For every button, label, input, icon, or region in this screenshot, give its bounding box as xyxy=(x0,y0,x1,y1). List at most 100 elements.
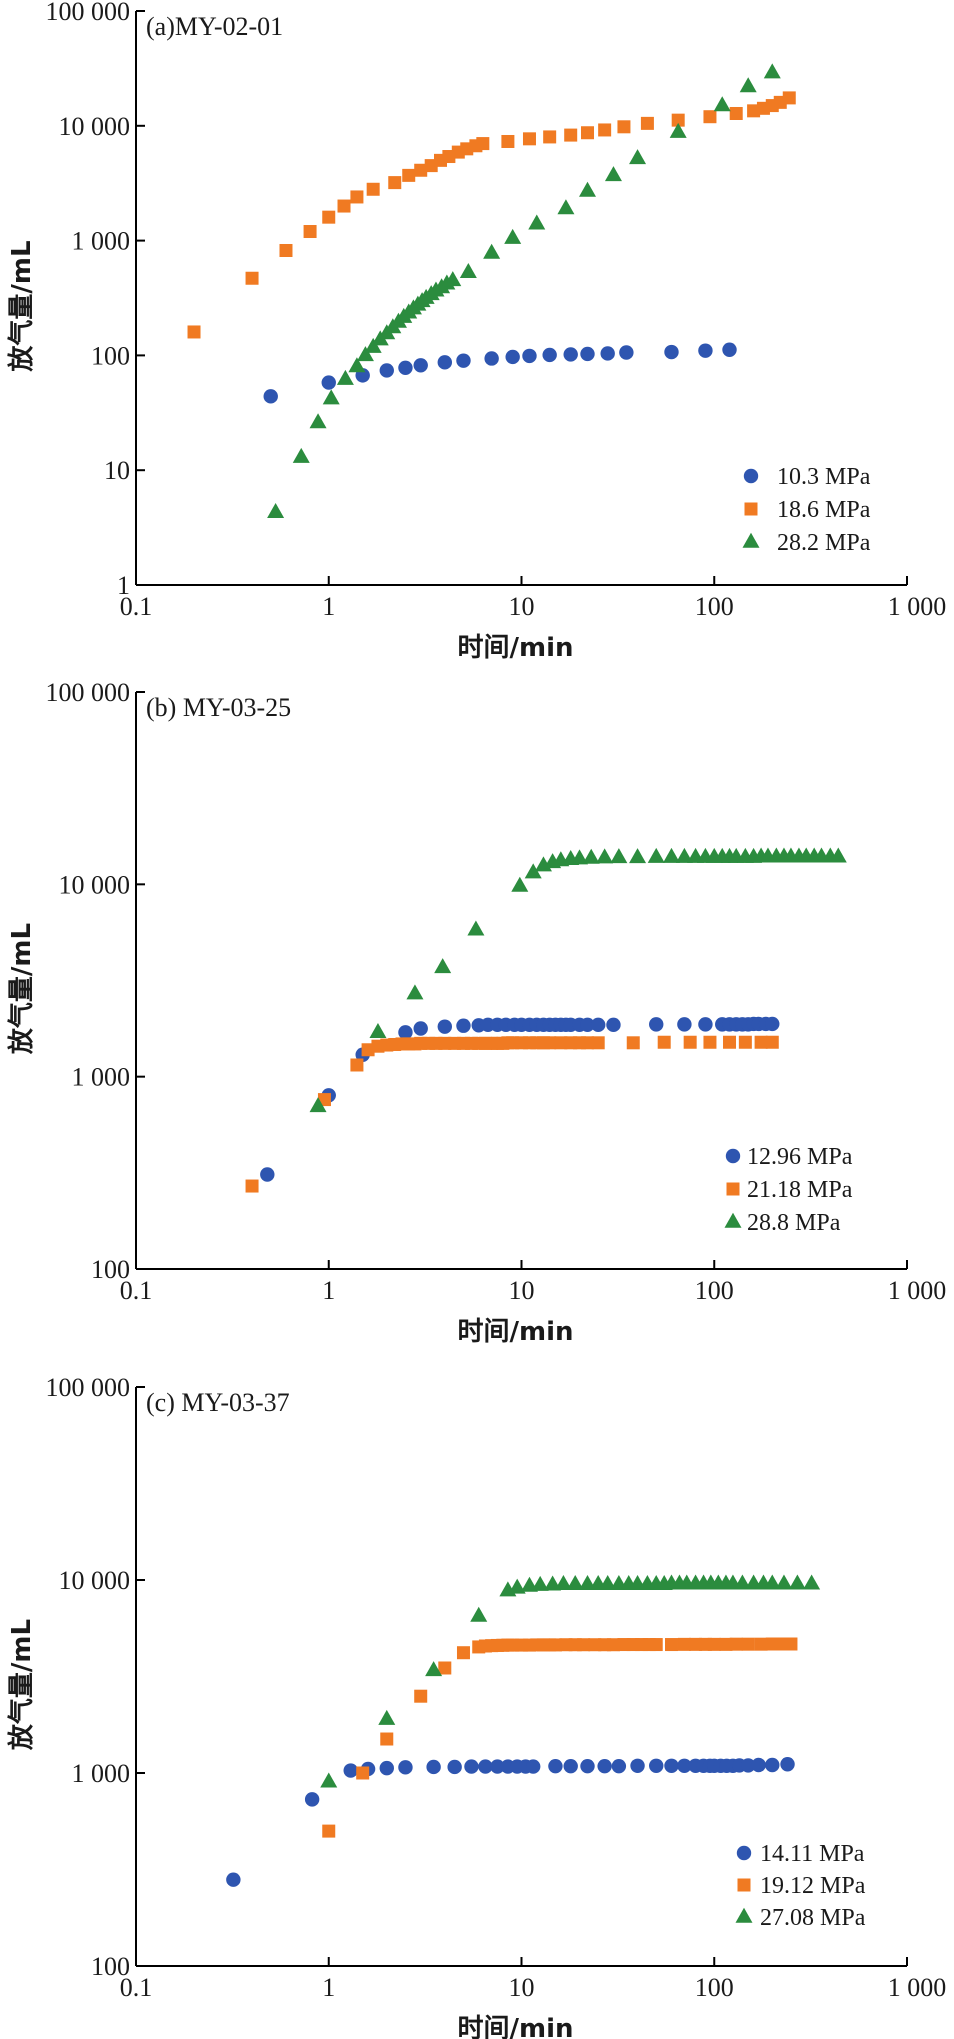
x-tick-label: 1 000 xyxy=(888,1276,947,1305)
circle-point xyxy=(478,1759,493,1774)
circle-point xyxy=(600,346,615,361)
triangle-point xyxy=(763,63,781,79)
circle-point xyxy=(563,1758,578,1774)
triangle-point xyxy=(470,1606,488,1622)
circle-point xyxy=(456,353,471,368)
square-point xyxy=(640,116,654,130)
legend: 10.3 MPa 18.6 MPa 28.2 MPa xyxy=(742,464,871,556)
circle-point xyxy=(591,1017,606,1033)
circle-point xyxy=(263,389,278,404)
circle-point xyxy=(398,1760,413,1775)
circle-point xyxy=(304,1792,320,1807)
y-tick-label: 100 000 xyxy=(46,1373,131,1402)
square-point xyxy=(664,1638,678,1652)
square-point xyxy=(543,130,557,144)
triangle-point xyxy=(528,214,546,230)
circle-point xyxy=(456,1018,471,1033)
circle-point xyxy=(649,1758,664,1773)
y-tick-label: 1 000 xyxy=(72,1063,131,1092)
series-square xyxy=(245,1035,779,1193)
legend-label: 28.2 MPa xyxy=(777,530,871,556)
circle-point xyxy=(580,346,595,362)
circle-point xyxy=(722,342,737,357)
triangle-point xyxy=(483,243,501,259)
square-point xyxy=(729,106,743,120)
legend-triangle-icon xyxy=(735,1907,753,1923)
circle-point xyxy=(630,1758,645,1773)
square-point xyxy=(784,1637,798,1651)
square-point xyxy=(356,1766,370,1780)
legend: 12.96 MPa 21.18 MPa 28.8 MPa xyxy=(724,1144,853,1236)
y-tick-label: 100 xyxy=(91,341,130,370)
square-point xyxy=(754,1637,768,1651)
square-point xyxy=(366,182,380,196)
square-point xyxy=(322,1824,336,1838)
square-point xyxy=(322,210,336,224)
legend-label: 27.08 MPa xyxy=(760,1905,866,1931)
circle-point xyxy=(398,360,413,375)
circle-point xyxy=(740,1758,756,1773)
square-point xyxy=(303,225,317,239)
triangle-point xyxy=(511,876,529,892)
square-point xyxy=(337,199,351,213)
legend: 14.11 MPa 19.12 MPa 27.08 MPa xyxy=(735,1841,866,1931)
legend-triangle-icon xyxy=(724,1212,742,1228)
circle-point xyxy=(698,343,713,358)
square-point xyxy=(671,113,685,127)
circle-point xyxy=(437,355,452,370)
circle-point xyxy=(437,1019,452,1034)
square-point xyxy=(522,132,536,146)
circle-point xyxy=(765,1757,780,1773)
square-point xyxy=(765,1035,779,1049)
series-triangle xyxy=(320,1574,821,1788)
square-point xyxy=(402,168,416,182)
triangle-point xyxy=(554,1574,572,1590)
y-tick-label: 1 000 xyxy=(72,1759,131,1788)
x-tick-label: 100 xyxy=(695,1973,734,2002)
circle-point xyxy=(649,1017,664,1032)
triangle-point xyxy=(459,262,477,278)
triangle-point xyxy=(604,166,622,182)
circle-point xyxy=(619,345,634,360)
square-point xyxy=(414,163,428,177)
triangle-point xyxy=(647,847,665,863)
square-point xyxy=(438,1661,452,1675)
circle-point xyxy=(751,1757,766,1773)
triangle-point xyxy=(378,1709,396,1725)
circle-point xyxy=(548,1758,563,1774)
circle-point xyxy=(413,358,428,373)
triangle-point xyxy=(566,1574,584,1590)
square-point xyxy=(548,1638,562,1652)
y-tick-label: 1 000 xyxy=(72,227,131,256)
y-tick-label: 100 xyxy=(91,1952,130,1981)
triangle-point xyxy=(629,149,647,165)
square-point xyxy=(626,1036,640,1050)
circle-point xyxy=(464,1759,479,1774)
series-circle xyxy=(226,1757,795,1887)
circle-point xyxy=(321,375,336,390)
triangle-point xyxy=(508,1578,526,1594)
square-point xyxy=(677,1637,691,1651)
square-point xyxy=(476,137,490,151)
square-point xyxy=(350,190,364,204)
x-tick-label: 0.1 xyxy=(120,1973,153,2002)
square-point xyxy=(581,1036,595,1050)
panel-title: (c) MY-03-37 xyxy=(146,1388,290,1417)
triangle-point xyxy=(309,413,327,429)
y-tick-label: 10 000 xyxy=(59,1566,131,1595)
circle-point xyxy=(505,349,520,365)
chart-panel-2: 0.1 1 10 100 1 000 100 1 000 10 000 100 000 (b) M… xyxy=(6,678,946,1347)
triangle-point xyxy=(467,920,485,936)
square-point xyxy=(245,271,259,285)
square-point xyxy=(703,1035,717,1049)
square-point xyxy=(649,1638,663,1652)
triangle-point xyxy=(336,369,354,385)
triangle-point xyxy=(763,1574,781,1590)
triangle-point xyxy=(579,1574,597,1590)
square-point xyxy=(380,1732,394,1746)
triangle-point xyxy=(582,848,600,864)
triangle-point xyxy=(444,271,462,287)
square-point xyxy=(729,1637,743,1651)
panel-title: (a)MY-02-01 xyxy=(146,12,283,41)
